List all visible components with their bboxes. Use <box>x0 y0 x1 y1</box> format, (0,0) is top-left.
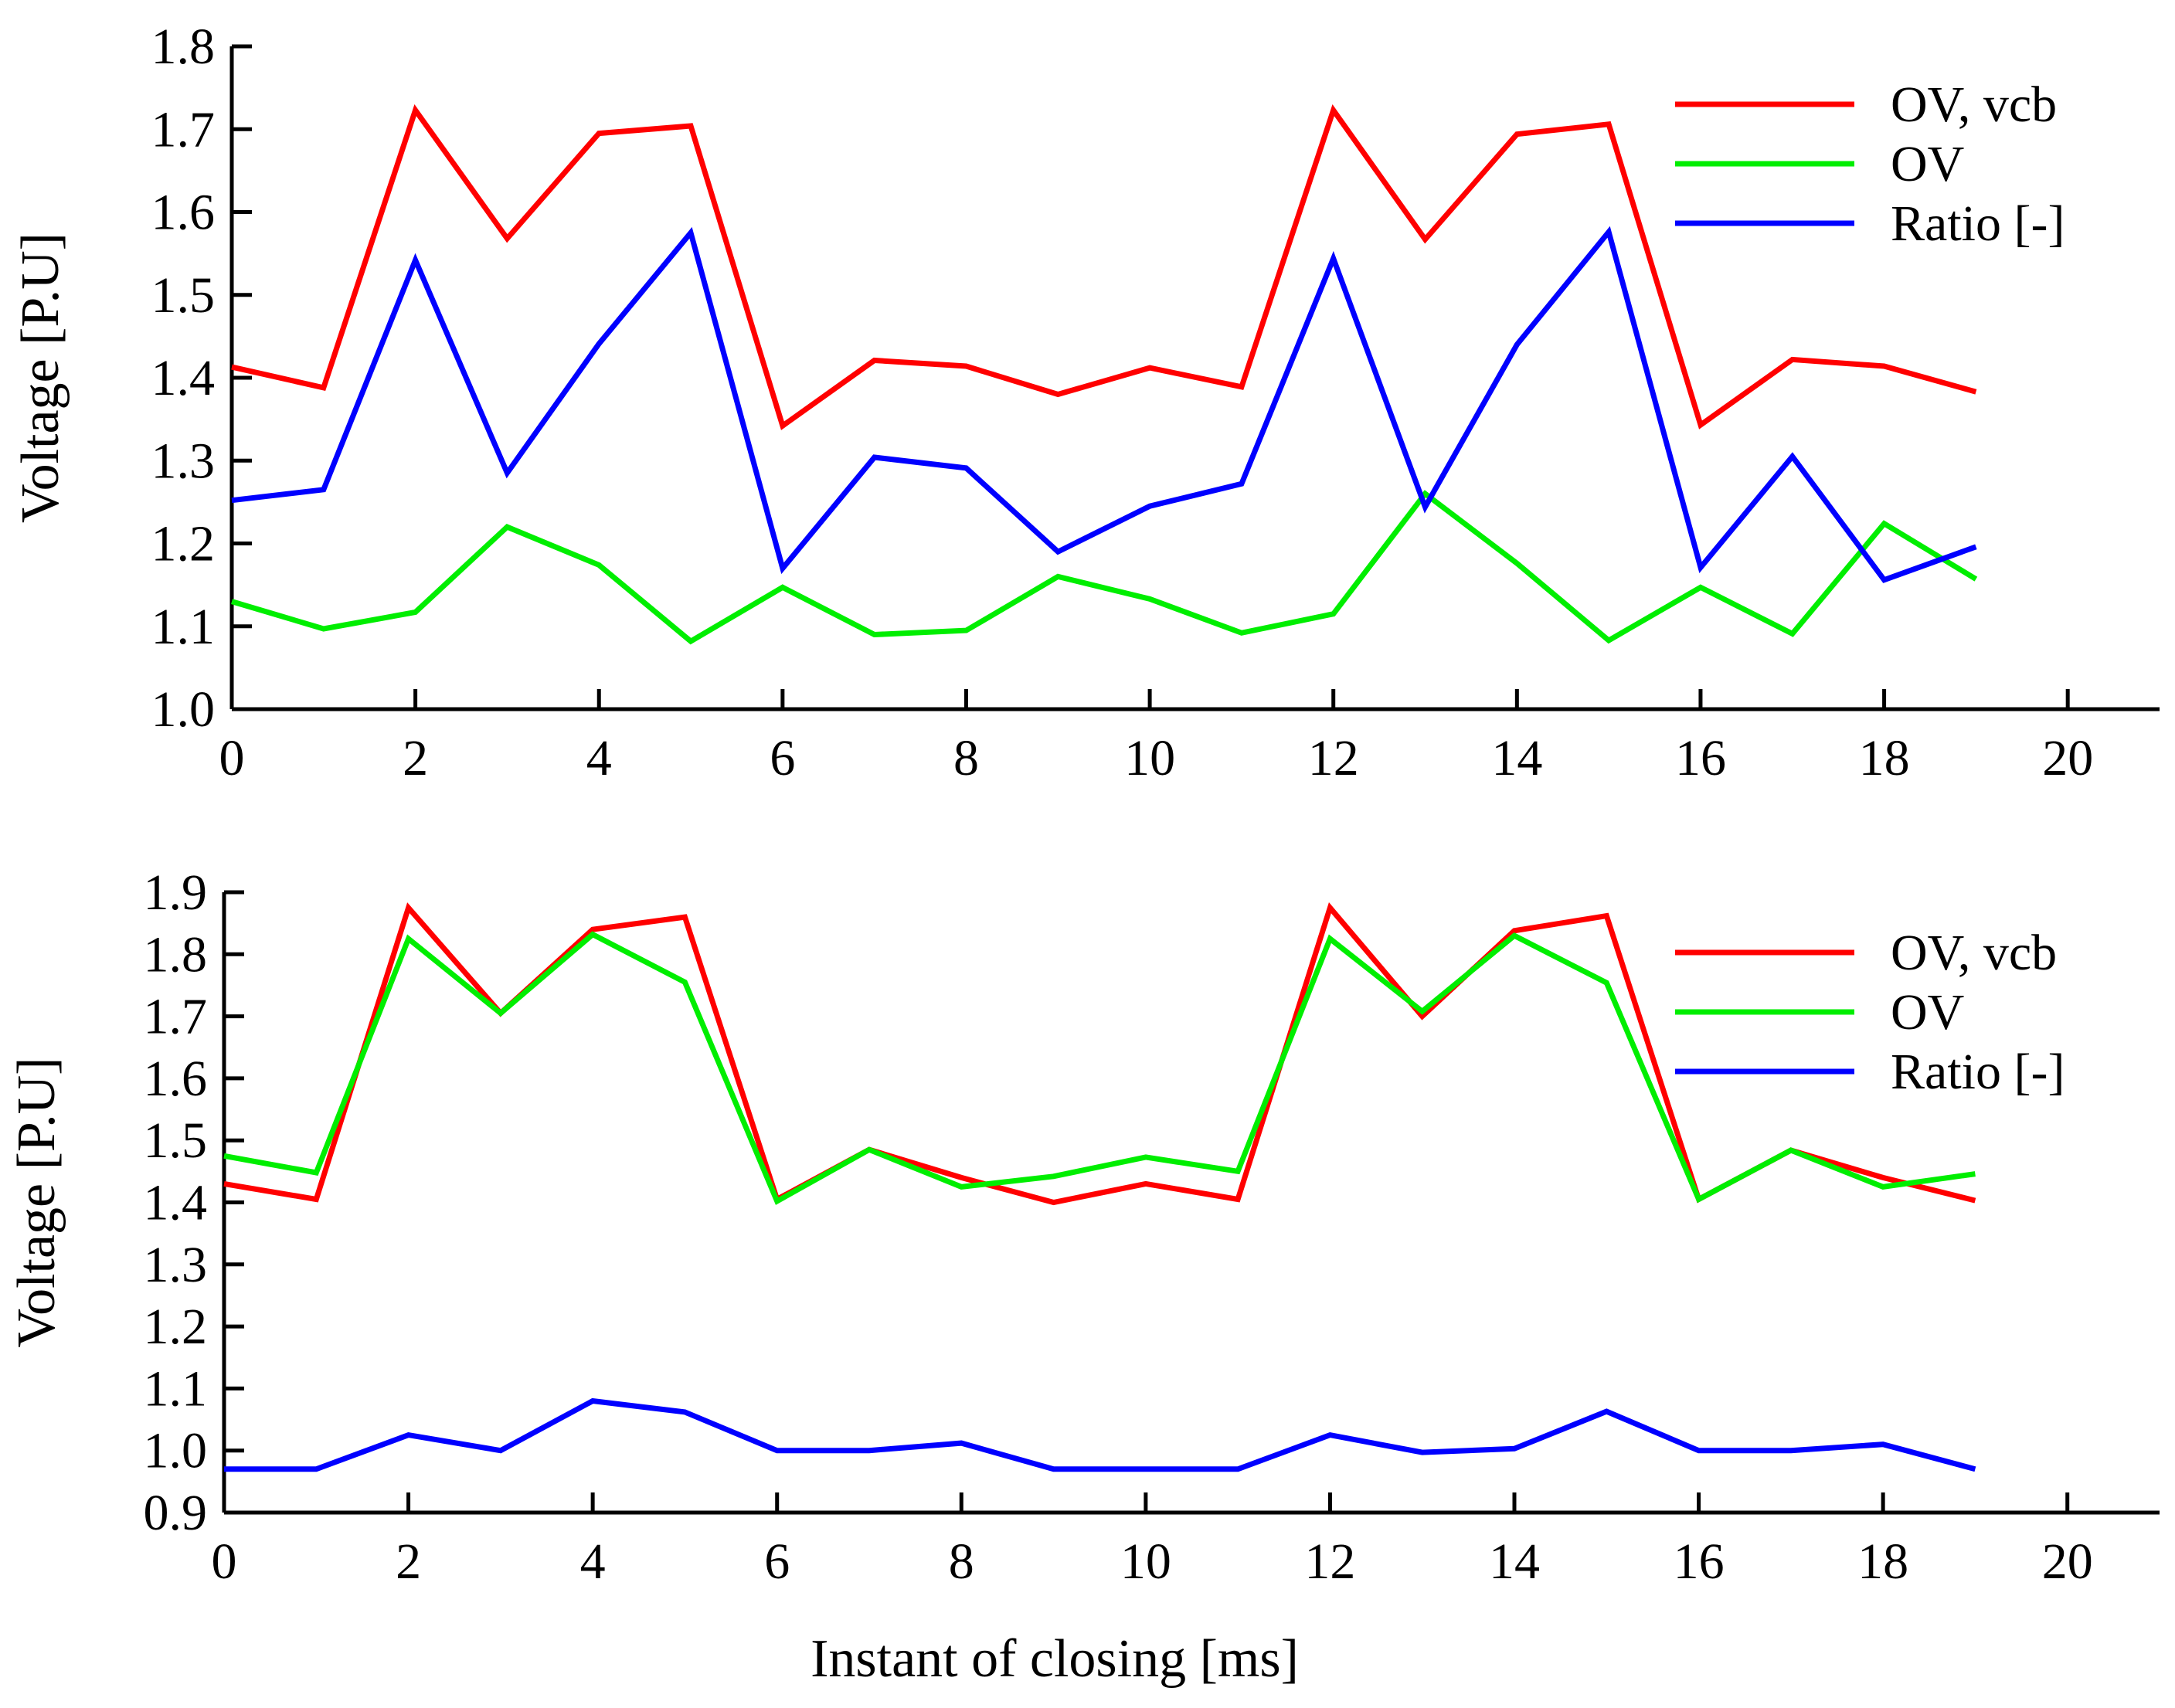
legend-label: OV <box>1891 136 1964 192</box>
y-tick-label: 1.8 <box>151 19 216 75</box>
y-tick-label: 1.4 <box>151 350 216 406</box>
series-line-1 <box>223 931 1976 1205</box>
x-tick-label: 6 <box>770 730 795 786</box>
y-tick-label: 1.6 <box>144 1051 208 1107</box>
y-tick-label: 1.6 <box>151 185 216 241</box>
x-tick-label: 16 <box>1675 730 1726 786</box>
y-tick-label: 1.2 <box>151 516 216 572</box>
x-tick-label: 18 <box>1859 730 1910 786</box>
legend-label: OV, vcb <box>1891 925 2057 981</box>
y-tick-label: 1.3 <box>151 433 216 489</box>
y-axis-title: Voltage [P.U] <box>11 233 70 523</box>
x-tick-label: 20 <box>2042 730 2093 786</box>
y-tick-label: 1.5 <box>144 1112 208 1169</box>
legend-label: OV <box>1891 984 1964 1041</box>
y-tick-label: 1.9 <box>144 864 208 921</box>
series-line-2 <box>231 226 1977 583</box>
legend-label: OV, vcb <box>1891 76 2057 133</box>
series-line-2 <box>224 1397 1976 1472</box>
x-tick-label: 12 <box>1304 1533 1355 1590</box>
y-tick-label: 1.7 <box>151 101 216 158</box>
x-tick-label: 8 <box>949 1533 974 1590</box>
x-tick-label: 18 <box>1857 1533 1908 1590</box>
y-tick-label: 1.0 <box>144 1423 208 1479</box>
y-tick-label: 1.8 <box>144 926 208 983</box>
y-tick-label: 1.0 <box>151 681 216 738</box>
y-tick-label: 1.2 <box>144 1299 208 1355</box>
x-tick-label: 16 <box>1674 1533 1725 1590</box>
x-axis-title: Instant of closing [ms] <box>811 1629 1299 1689</box>
y-tick-label: 1.1 <box>151 599 216 655</box>
y-tick-label: 1.7 <box>144 989 208 1045</box>
y-axis-title: Voltage [P.U] <box>7 1058 66 1348</box>
bottom-chart: 0.9 1.0 1.11.2 1.3 1.4 1.51.6 1.7 1.81.9 0 2 4 6 8 10… <box>7 864 2160 1590</box>
x-tick-label: 8 <box>953 730 979 786</box>
x-tick-label: 10 <box>1120 1533 1171 1590</box>
x-tick-label: 14 <box>1489 1533 1540 1590</box>
y-tick-label: 1.3 <box>144 1237 208 1293</box>
x-tick-label: 0 <box>219 730 245 786</box>
legend-label: Ratio [-] <box>1891 1044 2065 1100</box>
y-tick-label: 1.1 <box>144 1360 208 1417</box>
y-tick-label: 1.5 <box>151 267 216 324</box>
x-tick-label: 10 <box>1124 730 1175 786</box>
x-tick-label: 2 <box>396 1533 421 1590</box>
y-tick-label: 0.9 <box>144 1485 208 1541</box>
x-tick-label: 2 <box>403 730 428 786</box>
x-tick-label: 0 <box>212 1533 237 1590</box>
x-tick-label: 4 <box>586 730 612 786</box>
legend-label: Ratio [-] <box>1891 195 2065 252</box>
top-chart: 1.0 1.1 1.2 1.3 1.4 1.5 1.6 1.7 1.8 0 2 4 6 8 10 12 14 16… <box>11 19 2160 786</box>
x-tick-label: 4 <box>580 1533 606 1590</box>
x-tick-label: 12 <box>1308 730 1359 786</box>
series-line-0 <box>231 104 1977 430</box>
x-tick-label: 14 <box>1491 730 1542 786</box>
x-tick-label: 6 <box>764 1533 790 1590</box>
y-tick-label: 1.4 <box>144 1175 208 1231</box>
x-tick-label: 20 <box>2042 1533 2093 1590</box>
series-line-1 <box>231 490 1978 645</box>
